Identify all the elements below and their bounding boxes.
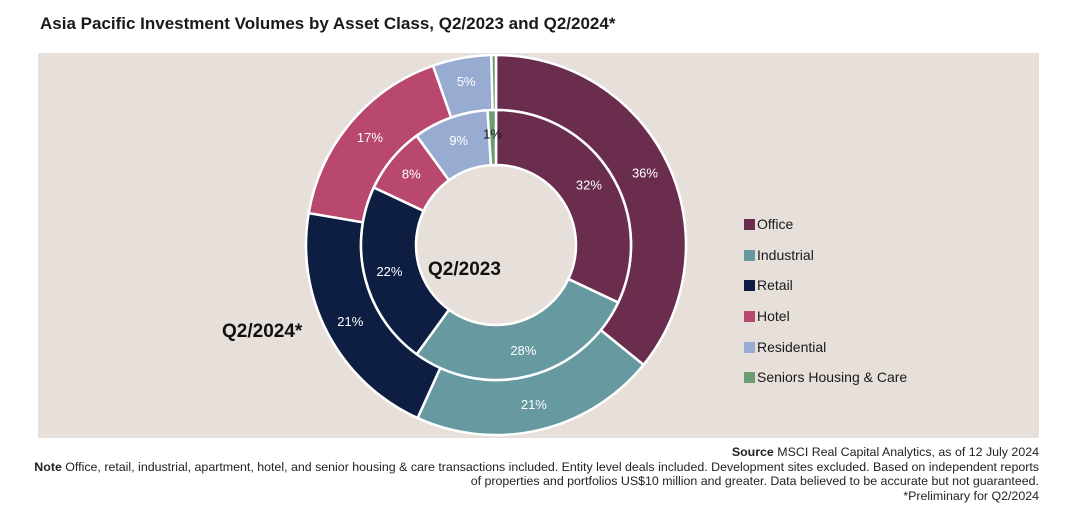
outer-ring-q2-2024 [304,53,688,437]
legend-swatch-office [744,219,755,230]
inner-label-office: 32% [576,177,602,192]
inner-label-residential: 9% [449,133,468,148]
legend-item-residential: Residential [744,339,907,370]
outer-label-hotel: 17% [357,130,383,145]
note-line: Note Office, retail, industrial, apartme… [29,460,1039,489]
source-line: Source MSCI Real Capital Analytics, as o… [29,445,1039,460]
ring-labels: 32% 28% 22% 8% 9% 1% 36% 21% 21% 17% 5% [337,74,658,412]
inner-slice-seniors-housing-care [486,108,498,167]
legend-label-seniors-housing-care: Seniors Housing & Care [757,369,908,386]
inner-label-seniors-housing-care: 1% [483,126,502,141]
preliminary-note: *Preliminary for Q2/2024 [903,488,1039,503]
legend-swatch-residential [744,341,755,353]
inner-ring-q2-2023 [359,108,633,382]
inner-ring-series-label: Q2/2023 [428,259,501,280]
chart-title: Asia Pacific Investment Volumes by Asset… [40,14,616,33]
outer-label-office: 36% [632,166,658,181]
outer-label-residential: 5% [457,74,476,89]
inner-slice-retail [359,185,451,356]
outer-label-industrial: 21% [521,397,547,412]
legend-label-office: Office [757,216,794,232]
legend-swatch-seniors-housing-care [744,372,755,384]
inner-label-hotel: 8% [402,166,421,181]
note-label: Note [34,459,62,474]
donut-chart: 32% 28% 22% 8% 9% 1% 36% 21% 21% 17% 5% Q2/2023 Q2… [222,53,688,437]
legend-label-hotel: Hotel [757,308,790,325]
legend-item-industrial: Industrial [744,247,907,278]
legend-item-seniors-housing-care: Seniors Housing & Care [744,369,907,400]
source-text: MSCI Real Capital Analytics, as of 12 Ju… [777,445,1039,459]
chart-legend: Office Industrial Retail Hotel Residential Se… [744,216,907,400]
legend-item-retail: Retail [744,277,907,308]
outer-label-retail: 21% [337,314,363,329]
legend-swatch-hotel [744,311,755,323]
legend-swatch-retail [744,280,755,292]
inner-label-retail: 22% [376,264,402,279]
source-label: Source [731,445,774,459]
outer-slice-seniors-housing-care [489,53,498,112]
legend-swatch-industrial [744,249,755,261]
chart-footer: Source MSCI Real Capital Analytics, as o… [29,445,1039,503]
chart-panel: 32% 28% 22% 8% 9% 1% 36% 21% 21% 17% 5% Q2/2023 Q2… [38,53,1039,438]
inner-slice-office [494,108,633,305]
note-text: Office, retail, industrial, apartment, h… [65,459,1039,489]
legend-item-office: Office [744,216,907,247]
outer-ring-series-label: Q2/2024* [222,321,303,342]
inner-label-industrial: 28% [510,343,536,358]
legend-item-hotel: Hotel [744,308,907,339]
legend-label-retail: Retail [757,277,793,294]
inner-slice-industrial [414,277,620,382]
legend-label-industrial: Industrial [757,246,814,263]
legend-label-residential: Residential [757,338,827,355]
